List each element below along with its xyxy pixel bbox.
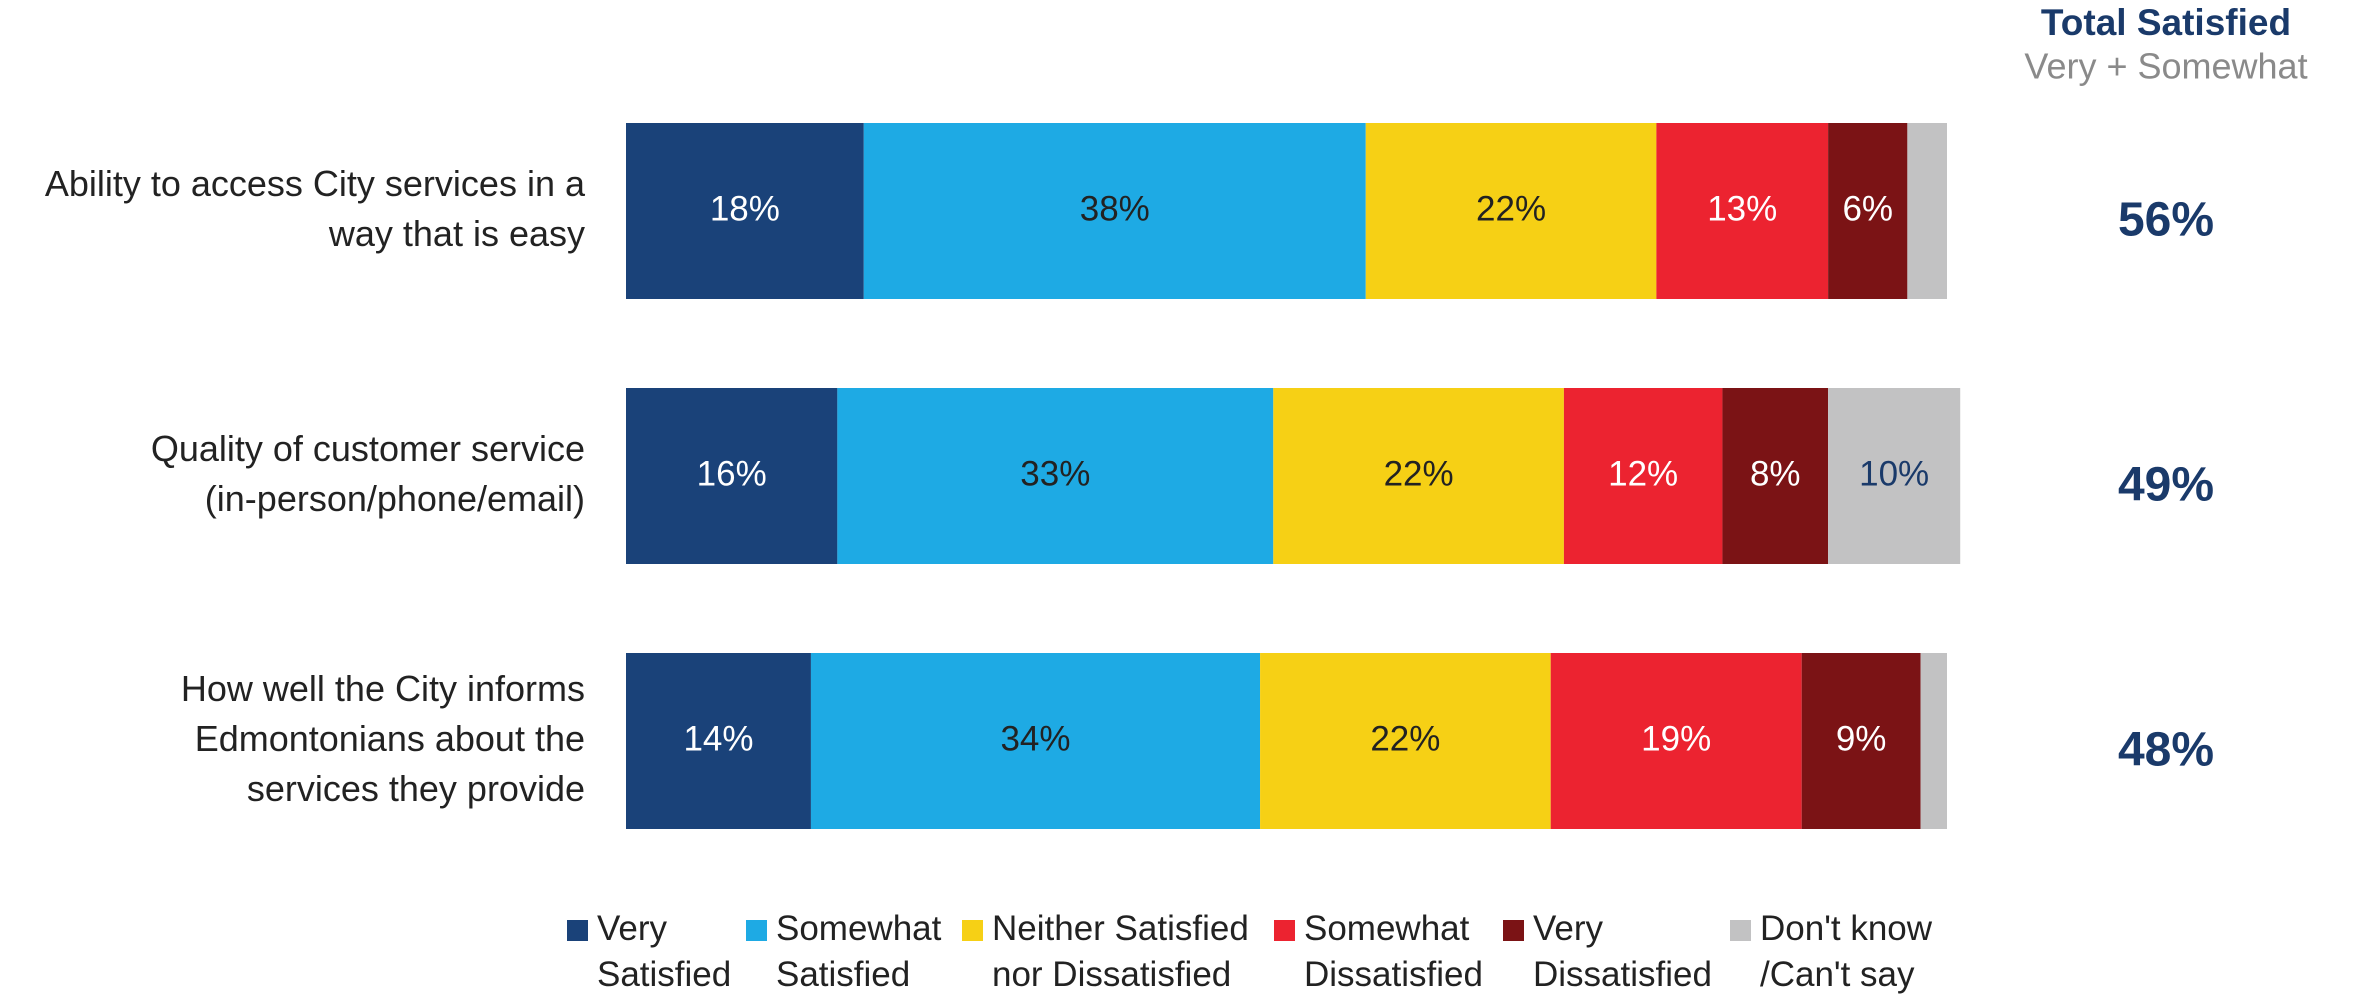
bar-segment [626,653,811,829]
value-label: 14% [683,719,753,758]
legend-label: Somewhat Satisfied [776,909,942,994]
legend-swatch [1503,920,1524,941]
bar-segment [1273,388,1564,564]
legend-swatch [1274,920,1295,941]
value-label: 13% [1707,189,1777,228]
value-label: 38% [1080,189,1150,228]
total-subtitle: Very + Somewhat [2024,46,2307,87]
bar-segment [1828,123,1908,299]
legend-label: Don't know/Can't say [1760,909,1933,994]
value-label: 6% [1842,189,1893,228]
bar-segment [1907,123,1947,299]
legend-swatch [746,920,767,941]
bar-segment [1828,388,1961,564]
bar-segment [1365,123,1657,299]
total-title: Total Satisfied [2041,2,2291,43]
category-label: Quality of customer service (in-person/ph… [151,428,585,519]
bar-segment [1260,653,1551,829]
value-label: 34% [1000,719,1070,758]
total-value: 49% [2118,459,2214,512]
value-label: 16% [697,454,767,493]
value-label: 12% [1608,454,1678,493]
bar-segment [1722,388,1829,564]
value-label: 22% [1370,719,1440,758]
value-label: 9% [1836,719,1887,758]
bar-segment [837,388,1274,564]
total-value: 56% [2118,194,2214,247]
legend-label: Somewhat Dissatisfied [1304,909,1483,994]
value-label: 8% [1750,454,1801,493]
total-value: 48% [2118,724,2214,777]
bar-segment [1801,653,1921,829]
bar-segment [1656,123,1829,299]
legend-swatch [962,920,983,941]
value-label: 22% [1476,189,1546,228]
bar-segment [1563,388,1723,564]
legend-label: Neither Satisfied nor Dissatisfied [992,909,1249,994]
bar-segment [810,653,1261,829]
bar-segment [626,123,864,299]
bar-segment [1550,653,1802,829]
legend-swatch [567,920,588,941]
legend-swatch [1730,920,1751,941]
category-label: How well the City informs Edmontonians ab… [181,668,585,809]
value-label: 18% [710,189,780,228]
bar-segment [1920,653,1947,829]
category-label: Ability to access City services in a way … [45,163,586,254]
bar-segment [626,388,838,564]
value-label: 19% [1641,719,1711,758]
value-label: 33% [1020,454,1090,493]
value-label: 10% [1859,454,1929,493]
bar-segment [863,123,1366,299]
legend-label: Very Satisfied [597,909,731,994]
legend-label: Very Dissatisfied [1533,909,1712,994]
value-label: 22% [1384,454,1454,493]
